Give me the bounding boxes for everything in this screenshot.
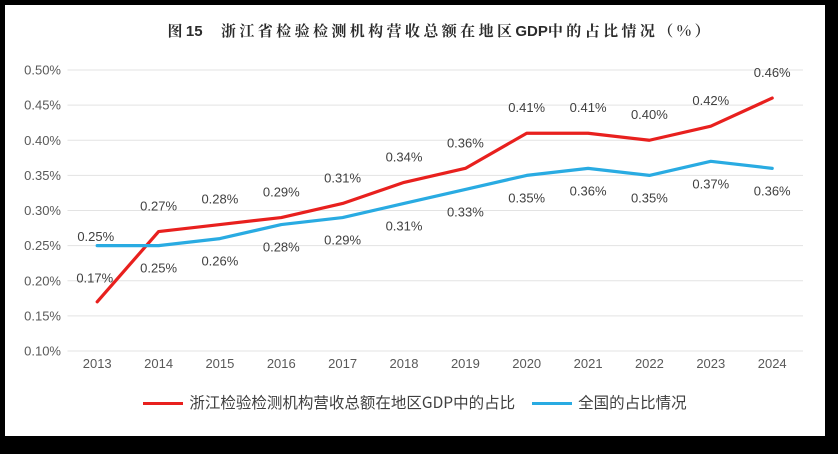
- svg-text:0.25%: 0.25%: [140, 261, 177, 276]
- svg-text:2014: 2014: [144, 356, 173, 371]
- svg-text:0.10%: 0.10%: [24, 344, 61, 359]
- svg-text:0.27%: 0.27%: [140, 199, 177, 214]
- svg-text:0.41%: 0.41%: [570, 100, 607, 115]
- svg-text:2013: 2013: [83, 356, 112, 371]
- svg-text:0.15%: 0.15%: [24, 308, 61, 323]
- svg-text:0.28%: 0.28%: [201, 192, 238, 207]
- svg-text:0.31%: 0.31%: [324, 171, 361, 186]
- svg-text:2017: 2017: [328, 356, 357, 371]
- svg-text:0.36%: 0.36%: [570, 183, 607, 198]
- svg-text:2020: 2020: [512, 356, 541, 371]
- svg-text:0.33%: 0.33%: [447, 204, 484, 219]
- svg-text:0.45%: 0.45%: [24, 98, 61, 113]
- svg-text:0.50%: 0.50%: [24, 63, 61, 78]
- svg-text:0.34%: 0.34%: [386, 149, 423, 164]
- svg-text:0.36%: 0.36%: [754, 183, 791, 198]
- svg-text:0.25%: 0.25%: [77, 229, 114, 244]
- svg-text:2023: 2023: [696, 356, 725, 371]
- svg-text:0.40%: 0.40%: [631, 107, 668, 122]
- svg-text:2018: 2018: [390, 356, 419, 371]
- svg-text:2021: 2021: [574, 356, 603, 371]
- svg-text:2024: 2024: [758, 356, 787, 371]
- svg-text:0.46%: 0.46%: [754, 65, 791, 80]
- svg-text:2016: 2016: [267, 356, 296, 371]
- svg-text:0.29%: 0.29%: [263, 185, 300, 200]
- svg-text:2022: 2022: [635, 356, 664, 371]
- svg-text:0.30%: 0.30%: [24, 203, 61, 218]
- svg-text:0.35%: 0.35%: [24, 168, 61, 183]
- svg-text:0.31%: 0.31%: [386, 219, 423, 234]
- svg-text:0.40%: 0.40%: [24, 133, 61, 148]
- svg-text:0.26%: 0.26%: [201, 254, 238, 269]
- svg-text:0.41%: 0.41%: [508, 100, 545, 115]
- svg-text:2019: 2019: [451, 356, 480, 371]
- svg-text:2015: 2015: [205, 356, 234, 371]
- svg-text:0.42%: 0.42%: [692, 93, 729, 108]
- svg-text:0.35%: 0.35%: [508, 190, 545, 205]
- svg-text:0.20%: 0.20%: [24, 273, 61, 288]
- svg-text:0.25%: 0.25%: [24, 238, 61, 253]
- svg-text:0.17%: 0.17%: [76, 270, 113, 285]
- svg-text:0.37%: 0.37%: [692, 176, 729, 191]
- svg-text:0.35%: 0.35%: [631, 190, 668, 205]
- svg-text:0.29%: 0.29%: [324, 233, 361, 248]
- svg-text:0.36%: 0.36%: [447, 135, 484, 150]
- svg-text:0.28%: 0.28%: [263, 240, 300, 255]
